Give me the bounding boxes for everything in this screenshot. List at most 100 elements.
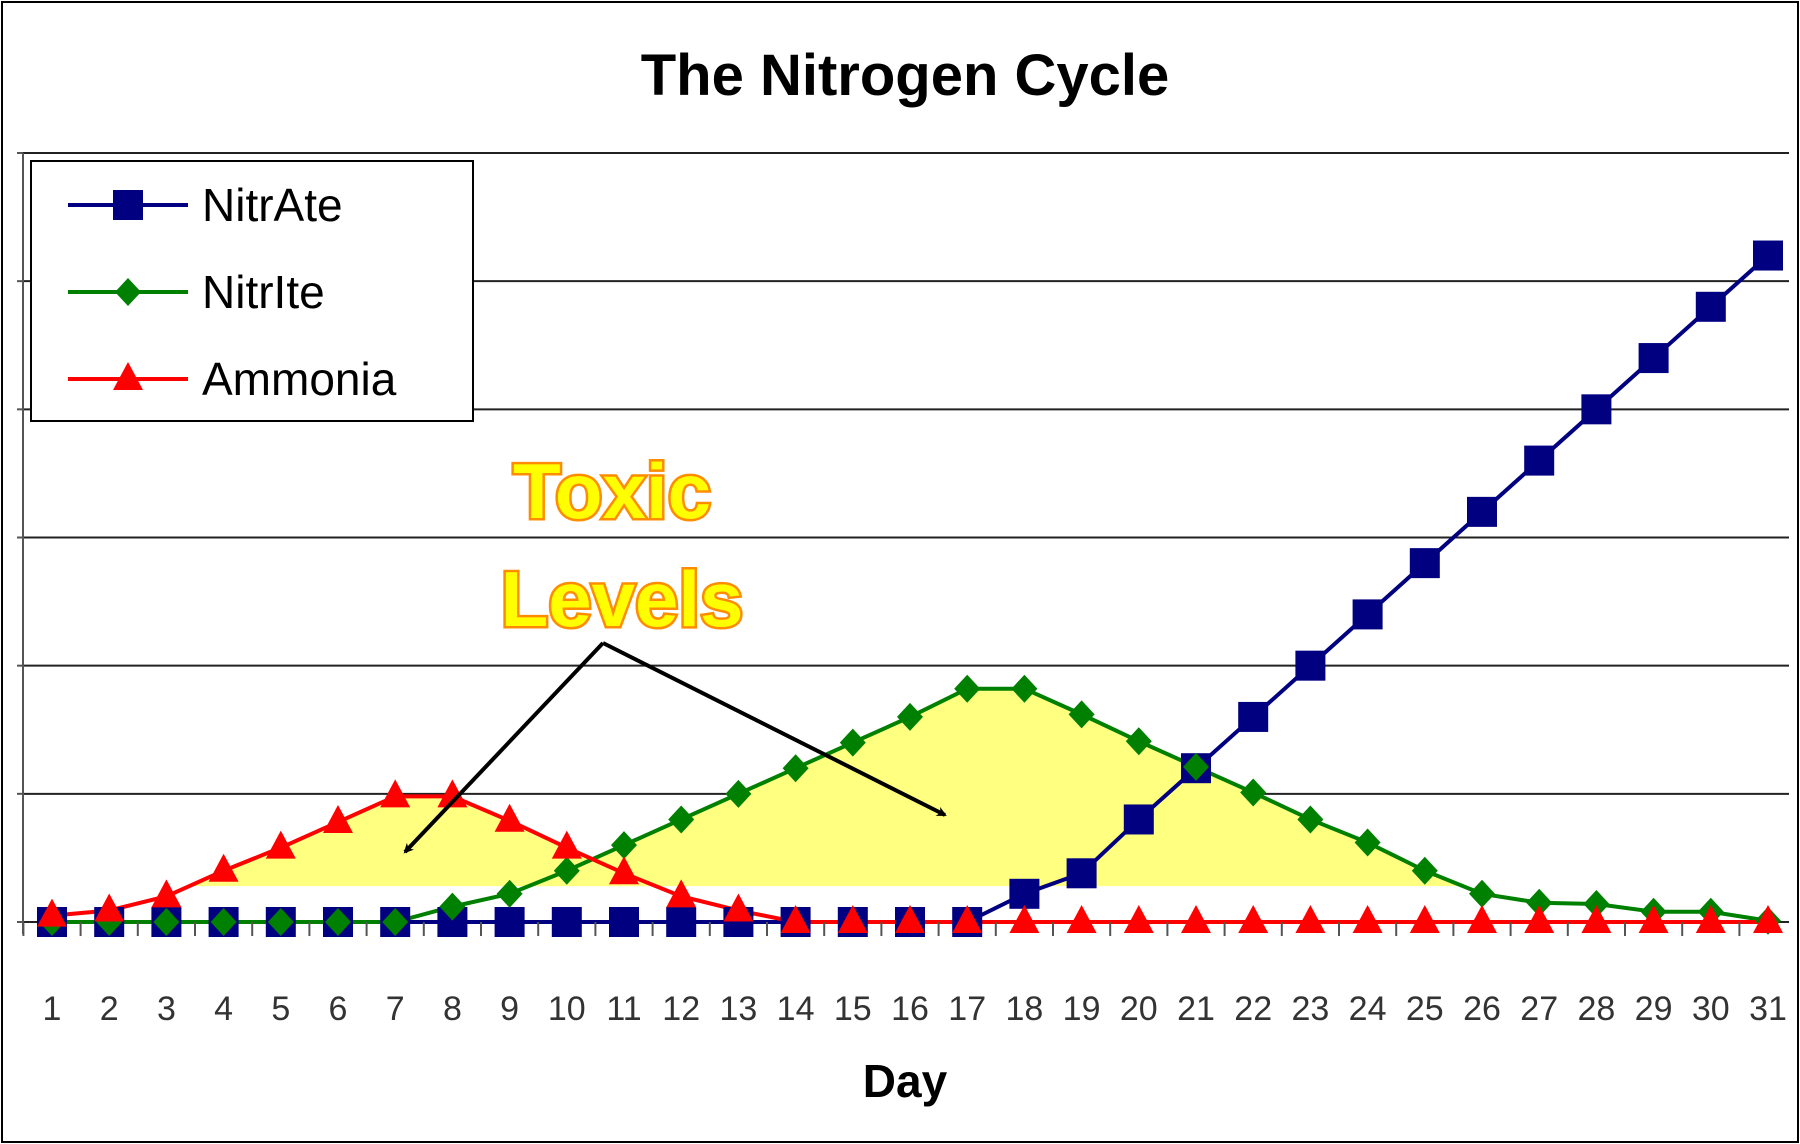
data-point-nitrite — [496, 879, 523, 908]
data-point-nitrate — [1409, 548, 1440, 579]
x-tick-label: 22 — [1234, 990, 1272, 1028]
data-point-nitrite — [1526, 888, 1553, 917]
data-point-ammonia — [494, 803, 525, 832]
data-point-nitrate — [1524, 445, 1555, 476]
data-point-nitrate — [1066, 858, 1097, 889]
x-tick-label: 24 — [1349, 990, 1387, 1028]
data-point-nitrite — [382, 908, 409, 936]
data-point-ammonia — [380, 779, 411, 808]
data-point-ammonia — [265, 830, 296, 859]
data-point-ammonia — [1295, 905, 1326, 933]
x-tick-label: 20 — [1120, 990, 1158, 1028]
data-point-nitrite — [210, 908, 237, 936]
data-point-ammonia — [1066, 905, 1097, 933]
chart-title: The Nitrogen Cycle — [641, 43, 1170, 108]
x-tick-label: 25 — [1406, 990, 1444, 1028]
legend-marker-nitrate — [113, 190, 143, 220]
data-point-nitrite — [782, 754, 809, 783]
x-tick-label: 14 — [777, 990, 815, 1028]
data-point-nitrate — [1638, 343, 1669, 374]
x-tick-label: 6 — [329, 990, 348, 1028]
x-tick-label: 4 — [214, 990, 233, 1028]
data-point-nitrate — [609, 907, 639, 937]
data-point-nitrate — [1467, 496, 1497, 527]
data-point-ammonia — [952, 905, 983, 933]
x-tick-label: 15 — [834, 990, 872, 1028]
x-tick-label: 30 — [1692, 990, 1730, 1028]
data-point-nitrite — [553, 856, 580, 885]
data-point-ammonia — [1581, 905, 1612, 933]
data-point-nitrite — [611, 831, 637, 860]
x-tick-label: 7 — [386, 990, 405, 1028]
data-point-nitrate — [494, 907, 525, 937]
data-point-nitrite — [1583, 890, 1610, 919]
x-tick-label: 1 — [43, 990, 62, 1028]
data-point-ammonia — [895, 905, 925, 933]
x-axis-title: Day — [863, 1055, 948, 1107]
x-tick-label: 12 — [662, 990, 700, 1028]
data-point-nitrate — [1753, 240, 1783, 271]
toxic-levels-annotation: Toxic Levels — [403, 445, 947, 854]
data-point-nitrate — [1238, 701, 1269, 732]
data-point-ammonia — [1467, 905, 1497, 933]
x-tick-label: 5 — [271, 990, 290, 1028]
data-point-nitrite — [897, 702, 923, 731]
x-tick-label: 19 — [1063, 990, 1101, 1028]
data-point-nitrite — [1068, 700, 1095, 729]
data-point-ammonia — [1409, 905, 1440, 933]
data-point-nitrite — [439, 892, 466, 921]
data-point-nitrate — [1695, 291, 1726, 322]
x-tick-label: 13 — [719, 990, 757, 1028]
data-point-nitrite — [1240, 778, 1267, 807]
data-point-ammonia — [609, 856, 639, 885]
x-axis-ticks: 1 2 3 4 5 6 7 8 9 10 11 12 13 14 15 16 17 18 19 20 21 22 23 24 2… — [22, 922, 1787, 1028]
data-point-nitrate — [1009, 878, 1040, 909]
data-point-nitrite — [1469, 879, 1495, 908]
data-point-ammonia — [723, 893, 754, 922]
toxic-area — [528, 688, 1463, 887]
data-point-ammonia — [1352, 905, 1383, 933]
x-tick-label: 10 — [548, 990, 586, 1028]
x-tick-label: 31 — [1749, 990, 1787, 1028]
data-point-ammonia — [1524, 905, 1555, 933]
series-markers — [37, 240, 1783, 937]
data-point-nitrite — [325, 908, 351, 936]
x-tick-label: 18 — [1005, 990, 1043, 1028]
data-point-nitrite — [1183, 752, 1209, 781]
legend-label: NitrIte — [202, 266, 325, 318]
data-point-ammonia — [208, 853, 239, 882]
annotation-line-2: Levels — [501, 555, 744, 643]
x-tick-label: 21 — [1177, 990, 1215, 1028]
data-point-ammonia — [551, 830, 582, 859]
data-point-nitrate — [1295, 650, 1326, 681]
data-point-nitrite — [668, 805, 695, 834]
toxic-highlight — [189, 688, 1463, 887]
data-point-nitrite — [839, 728, 866, 757]
annotation-line-1: Toxic — [513, 447, 711, 535]
data-point-nitrite — [1411, 856, 1438, 885]
data-point-nitrite — [1125, 727, 1152, 756]
x-tick-label: 28 — [1577, 990, 1615, 1028]
x-tick-label: 17 — [948, 990, 986, 1028]
data-point-nitrite — [1297, 805, 1324, 834]
x-tick-label: 2 — [100, 990, 119, 1028]
annotation-arrow-right — [602, 641, 947, 817]
data-point-nitrite — [1354, 828, 1381, 857]
x-tick-label: 16 — [891, 990, 929, 1028]
data-point-nitrite — [1011, 674, 1038, 703]
legend-marker-nitrite — [115, 278, 141, 306]
x-tick-label: 3 — [157, 990, 176, 1028]
data-point-ammonia — [1123, 905, 1154, 933]
data-point-ammonia — [666, 879, 697, 908]
legend: NitrAte NitrIte Ammonia — [30, 160, 474, 422]
data-point-ammonia — [437, 779, 468, 808]
x-tick-label: 29 — [1635, 990, 1673, 1028]
x-tick-label: 26 — [1463, 990, 1501, 1028]
data-point-nitrate — [1352, 599, 1383, 630]
data-point-ammonia — [94, 893, 125, 922]
data-point-nitrate — [1581, 394, 1612, 425]
data-point-ammonia — [1238, 905, 1269, 933]
toxic-area — [189, 796, 656, 887]
